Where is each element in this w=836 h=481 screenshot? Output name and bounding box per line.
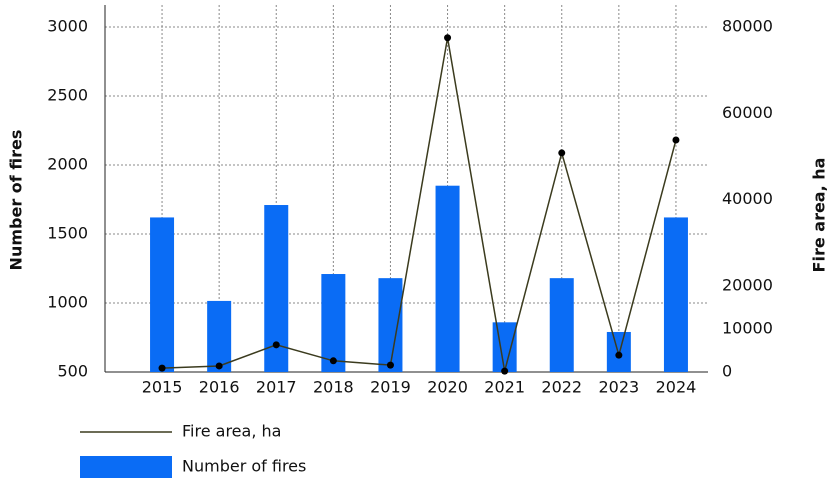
bar: [435, 185, 460, 372]
line-point: [386, 361, 394, 369]
line-point: [672, 136, 680, 144]
line-point: [558, 149, 566, 157]
x-tick-label: 2017: [256, 378, 297, 397]
bar: [150, 217, 175, 372]
bar: [321, 274, 346, 372]
bar: [378, 278, 403, 372]
x-tick-label: 2024: [656, 378, 697, 397]
x-tick-label: 2023: [598, 378, 639, 397]
x-tick-label: 2019: [370, 378, 411, 397]
y2-tick-label: 80000: [722, 17, 773, 36]
line-point: [215, 362, 223, 370]
line-point: [444, 34, 452, 42]
y-axis-title: Number of fires: [7, 130, 26, 271]
bar: [663, 217, 688, 372]
y2-axis-title: Fire area, ha: [810, 158, 829, 273]
y-tick-label: 2000: [47, 155, 88, 174]
line: [162, 37, 677, 372]
line-point: [272, 341, 280, 349]
y-tick-label: 2500: [47, 86, 88, 105]
bar: [207, 300, 232, 372]
x-tick-label: 2020: [427, 378, 468, 397]
legend-swatch: [80, 456, 172, 478]
y-tick-label: 1000: [47, 293, 88, 312]
bar: [549, 278, 574, 372]
x-tick-label: 2015: [142, 378, 183, 397]
x-tick-label: 2021: [484, 378, 525, 397]
x-tick-label: 2022: [541, 378, 582, 397]
x-tick-label: 2018: [313, 378, 354, 397]
y-tick-label: 3000: [47, 17, 88, 36]
legend-label: Fire area, ha: [182, 422, 281, 441]
y2-tick-label: 40000: [722, 189, 773, 208]
bar: [492, 322, 517, 372]
y2-tick-label: 10000: [722, 318, 773, 337]
legend-label: Number of fires: [182, 457, 306, 476]
y2-tick-label: 60000: [722, 103, 773, 122]
line-point: [158, 364, 166, 372]
y2-tick-label: 0: [722, 362, 732, 381]
y-tick-label: 1500: [47, 224, 88, 243]
line-point: [501, 367, 509, 375]
y-tick-label: 500: [57, 362, 88, 381]
line-point: [329, 357, 337, 365]
x-tick-label: 2016: [199, 378, 240, 397]
line-point: [615, 351, 623, 359]
y2-tick-label: 20000: [722, 275, 773, 294]
